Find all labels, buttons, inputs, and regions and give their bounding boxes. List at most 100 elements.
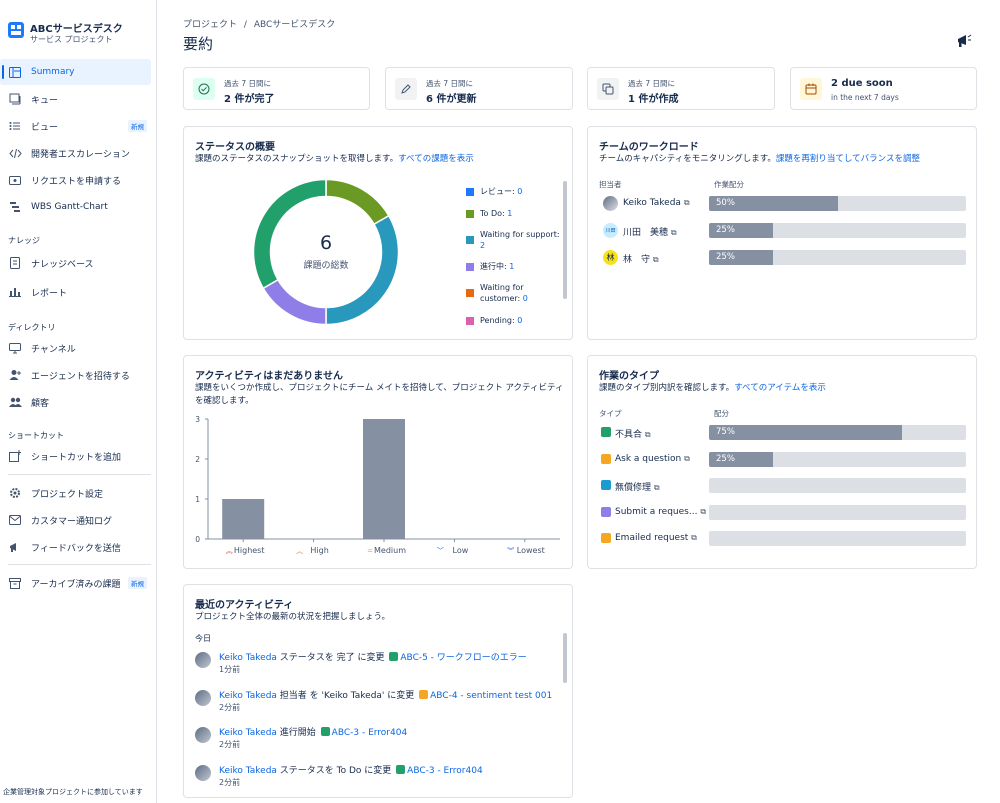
nav-feedback-label: フィードバックを送信 [31, 543, 121, 554]
nav-archived-issues-label: アーカイブ済みの課題 [31, 579, 121, 590]
avatar [195, 727, 211, 743]
breadcrumb-projects[interactable]: プロジェクト [183, 20, 238, 30]
activity-action: 進行開始 [276, 728, 319, 738]
legend-value: 0 [522, 294, 528, 303]
legend-swatch [466, 263, 474, 271]
nav-dev-escalation[interactable]: 開発者エスカレーション [0, 140, 157, 166]
nav-summary-label: Summary [31, 67, 75, 77]
new-badge: 新規 [128, 577, 147, 589]
knowledge-nav: ナレッジベース レポート [0, 250, 157, 305]
work-type-icon [601, 506, 611, 517]
activity-scrollbar[interactable] [563, 633, 567, 683]
nav-knowledge-base[interactable]: ナレッジベース [0, 250, 157, 276]
work-type-row: Emailed request ⧉ [599, 530, 979, 548]
issue-link[interactable]: ABC-3 - Error404 [331, 728, 408, 738]
activity-user-link[interactable]: Keiko Takeda [219, 690, 277, 701]
stat-card-created[interactable]: 過去 7 日間に 1 件が作成 [587, 67, 775, 110]
stat-card-updated[interactable]: 過去 7 日間に 6 件が更新 [385, 67, 573, 110]
donut-segment[interactable] [262, 278, 327, 326]
legend-swatch [466, 210, 474, 218]
copy-icon [597, 78, 619, 100]
nav-invite-agent[interactable]: エージェントを招待する [0, 362, 157, 388]
section-shortcuts: ショートカット [8, 431, 64, 440]
priority-low-icon: ﹀ [437, 547, 444, 555]
activity-text: Keiko Takeda ステータスを To Do に変更 ABC-3 - Er… [219, 763, 483, 776]
work-types-card: 作業のタイプ 課題のタイプ別内訳を確認します。すべてのアイテムを表示 タイプ 配… [587, 355, 977, 569]
view-all-issues-link[interactable]: すべての課題を表示 [398, 154, 474, 164]
issue-link[interactable]: ABC-4 - sentiment test 001 [430, 690, 553, 701]
work-type-name[interactable]: 無償修理 ⧉ [615, 480, 660, 493]
donut-segment[interactable] [252, 178, 327, 290]
assignee-name[interactable]: 林 守 ⧉ [623, 252, 659, 265]
nav-reports[interactable]: レポート [0, 279, 157, 305]
activity-item: Keiko Takeda 担当者 を 'Keiko Takeda' に変更 AB… [195, 688, 565, 718]
external-link-icon: ⧉ [652, 255, 659, 264]
assignee-name[interactable]: Keiko Takeda ⧉ [623, 198, 690, 208]
activity-user-link[interactable]: Keiko Takeda [219, 653, 277, 663]
desc-text: 課題のステータスのスナップショットを取得します。 [195, 154, 399, 164]
nav-invite-agent-label: エージェントを招待する [31, 371, 130, 382]
donut-segment[interactable] [325, 178, 390, 226]
nav-wbs-gantt-label: WBS Gantt-Chart [31, 202, 108, 212]
nav-knowledge-base-label: ナレッジベース [31, 259, 94, 270]
stat-card-completed[interactable]: 過去 7 日間に 2 件が完了 [183, 67, 370, 110]
donut-total: 6 [319, 232, 333, 254]
legend-swatch [466, 236, 474, 244]
stat-value: 1 件が作成 [628, 94, 679, 105]
nav-add-shortcut[interactable]: ショートカットを追加 [0, 443, 157, 469]
work-type-icon [601, 453, 611, 464]
project-header[interactable]: ABCサービスデスク サービス プロジェクト [8, 20, 153, 50]
external-link-icon: ⧉ [684, 453, 690, 463]
activity-item: Keiko Takeda ステータスを To Do に変更 ABC-3 - Er… [195, 763, 565, 793]
work-type-name[interactable]: Ask a question ⧉ [615, 454, 690, 464]
col-distribution: 配分 [714, 409, 729, 418]
activity-item: Keiko Takeda ステータスを 完了 に変更 ABC-5 - ワークフロ… [195, 650, 565, 680]
work-type-name[interactable]: Submit a reques... ⧉ [615, 507, 706, 517]
nav-wbs-gantt[interactable]: WBS Gantt-Chart [0, 194, 157, 220]
issue-link[interactable]: ABC-3 - Error404 [407, 765, 483, 776]
y-tick-label: 1 [195, 495, 200, 504]
nav-feedback[interactable]: フィードバックを送信 [0, 534, 157, 560]
announcement-icon[interactable] [956, 34, 972, 50]
nav-queue[interactable]: キュー [0, 86, 157, 112]
allocation-bar: 50% [709, 196, 966, 211]
activity-chart-card: アクティビティはまだありません 課題をいくつか作成し、プロジェクトにチーム メイ… [183, 355, 573, 569]
priority-lowest-icon: ︾ [507, 547, 514, 555]
breadcrumb-project[interactable]: ABCサービスデスク [253, 20, 336, 30]
assignee-name[interactable]: 川田 美穂 ⧉ [623, 225, 677, 238]
stat-value: 6 件が更新 [426, 94, 477, 105]
nav-archived-issues[interactable]: アーカイブ済みの課題 新規 [0, 570, 157, 596]
nav-project-settings[interactable]: プロジェクト設定 [0, 480, 157, 506]
archive-icon [8, 576, 22, 590]
book-icon [8, 256, 22, 270]
work-type-name[interactable]: Emailed request ⧉ [615, 533, 697, 543]
desc-text: 課題のタイプ別内訳を確認します。 [599, 383, 735, 393]
workload-title: チームのワークロード [599, 142, 699, 153]
stat-card-due-soon[interactable]: 2 due soon in the next 7 days [790, 67, 977, 110]
work-type-row: Ask a question ⧉ 25% [599, 451, 979, 469]
view-all-items-link[interactable]: すべてのアイテムを表示 [734, 383, 826, 393]
activity-chart-title: アクティビティはまだありません [195, 371, 343, 382]
y-tick-label: 2 [195, 455, 200, 464]
nav-customers[interactable]: 顧客 [0, 389, 157, 415]
work-type-name-text: Emailed request [615, 533, 689, 543]
y-tick-label: 0 [195, 535, 200, 544]
nav-request[interactable]: リクエストを申請する [0, 167, 157, 193]
activity-user-link[interactable]: Keiko Takeda [219, 765, 277, 776]
bar-highest[interactable] [222, 499, 265, 539]
distribution-label: 75% [716, 427, 735, 437]
work-type-name[interactable]: 不具合 ⧉ [615, 427, 651, 440]
nav-customer-log[interactable]: カスタマー通知ログ [0, 507, 157, 533]
reassign-link[interactable]: 課題を再割り当てしてバランスを調整 [775, 154, 920, 164]
nav-views[interactable]: ビュー 新規 [0, 113, 157, 139]
activity-action: ステータスを 完了 に変更 [276, 653, 388, 663]
nav-channels[interactable]: チャンネル [0, 335, 157, 361]
request-icon [8, 173, 22, 187]
nav-summary[interactable]: Summary [0, 59, 151, 85]
check-circle-icon [193, 78, 215, 100]
activity-user-link[interactable]: Keiko Takeda [219, 728, 277, 738]
breadcrumb: プロジェクト / ABCサービスデスク [183, 17, 335, 30]
issue-link[interactable]: ABC-5 - ワークフローのエラー [400, 653, 527, 663]
legend-scrollbar[interactable] [563, 181, 567, 299]
bar-medium[interactable] [363, 419, 405, 539]
